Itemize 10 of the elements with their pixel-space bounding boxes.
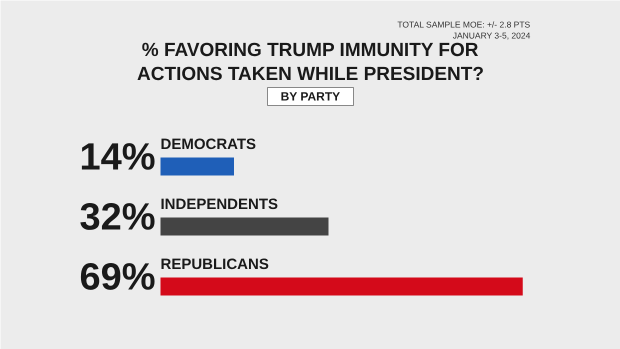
- chart-title: % FAVORING TRUMP IMMUNITY FOR ACTIONS TAKEN WHILE PRESIDENT?: [137, 40, 484, 85]
- data-label: 69%: [79, 256, 156, 298]
- y-tick-label: DEMOCRATS: [160, 136, 256, 153]
- y-tick-label: INDEPENDENTS: [160, 196, 278, 213]
- data-label: 32%: [79, 196, 156, 238]
- y-tick-label: REPUBLICANS: [160, 256, 269, 273]
- text: TOTAL SAMPLE MOE: +/- 2.8 PTS: [397, 20, 531, 30]
- text: JANUARY 3-5, 2024: [452, 30, 531, 40]
- chart-subtitle: BY PARTY: [280, 90, 340, 104]
- data-label: 14%: [79, 136, 156, 178]
